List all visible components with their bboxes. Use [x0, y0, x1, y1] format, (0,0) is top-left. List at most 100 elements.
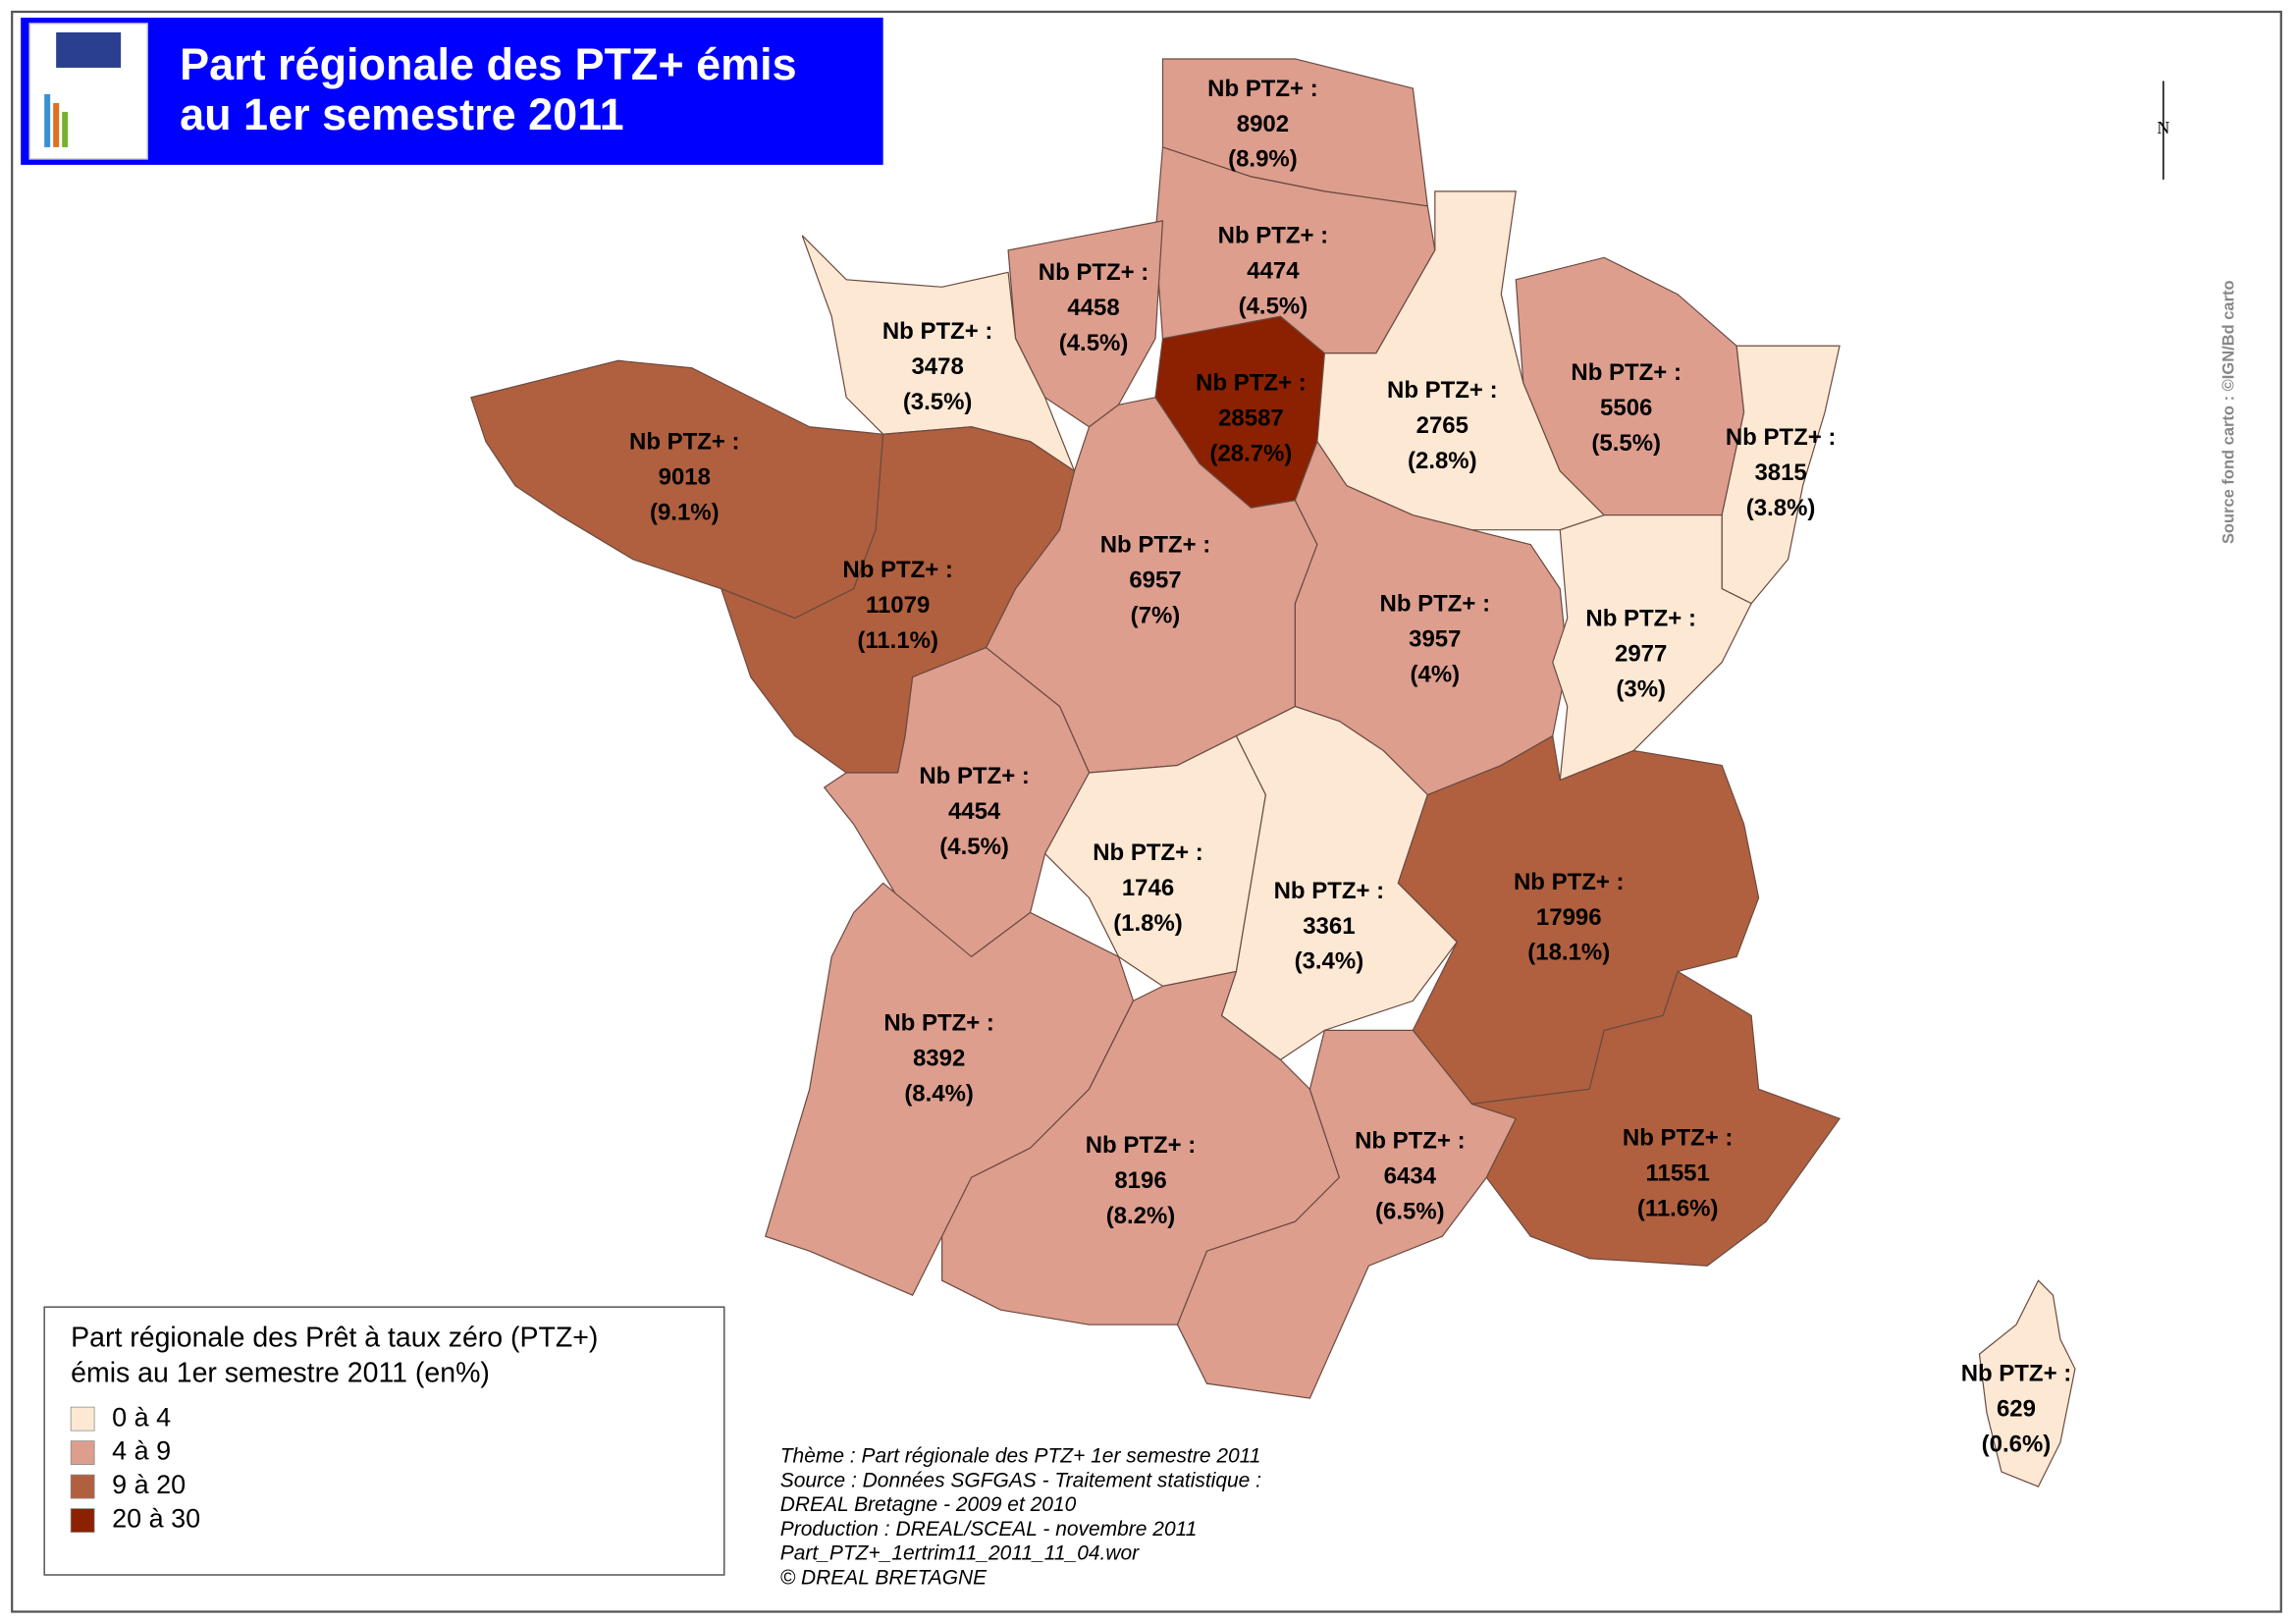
region-label: Nb PTZ+ :	[1585, 605, 1696, 631]
region-count: 6434	[1384, 1163, 1437, 1190]
region-share: (4.5%)	[1239, 294, 1308, 320]
region-label: Nb PTZ+ :	[883, 1010, 994, 1037]
logo-bar	[53, 102, 60, 147]
region-label: Nb PTZ+ :	[1571, 359, 1682, 386]
region-label: Nb PTZ+ :	[1218, 223, 1329, 249]
region-count: 2977	[1615, 640, 1667, 667]
region-share: (4.5%)	[939, 834, 1009, 860]
credits: Thème : Part régionale des PTZ+ 1er seme…	[780, 1445, 1261, 1590]
region-share: (2.8%)	[1408, 448, 1477, 474]
region-label: Nb PTZ+ :	[1100, 531, 1211, 558]
region-share: (11.6%)	[1637, 1196, 1719, 1222]
region-label: Nb PTZ+ :	[1961, 1360, 2072, 1386]
region-label: Nb PTZ+ :	[842, 557, 953, 583]
region-count: 3957	[1409, 625, 1461, 652]
region-share: (8.9%)	[1228, 146, 1298, 173]
legend-label: 0 à 4	[112, 1402, 171, 1432]
region	[1471, 970, 1842, 1267]
region-share: (4%)	[1411, 661, 1461, 687]
region	[1552, 514, 1752, 782]
region-share: (6.5%)	[1375, 1199, 1445, 1225]
region-count: 8902	[1237, 111, 1289, 137]
legend-swatch	[70, 1406, 95, 1432]
logo-mark	[56, 31, 122, 68]
region-count: 11079	[866, 592, 930, 619]
region-count: 17996	[1536, 904, 1602, 931]
credit-line: DREAL Bretagne - 2009 et 2010	[780, 1493, 1077, 1516]
region-count: 8392	[913, 1046, 965, 1072]
region-share: (0.6%)	[1982, 1431, 2052, 1457]
region	[1176, 1029, 1518, 1399]
region-share: (8.2%)	[1106, 1203, 1176, 1229]
credit-line: Thème : Part régionale des PTZ+ 1er seme…	[780, 1445, 1261, 1468]
regions	[470, 58, 2076, 1487]
region-share: (11.1%)	[857, 627, 938, 654]
region-label: Nb PTZ+ :	[1086, 1132, 1197, 1159]
region-share: (3%)	[1616, 676, 1666, 702]
region-share: (18.1%)	[1527, 940, 1610, 966]
title: au 1er semestre 2011	[180, 89, 624, 139]
credit-line: © DREAL BRETAGNE	[780, 1566, 988, 1589]
region	[1978, 1279, 2076, 1487]
region-count: 4454	[948, 798, 1001, 825]
legend-swatch	[70, 1508, 95, 1533]
region-label: Nb PTZ+ :	[1274, 878, 1385, 904]
region-count: 3361	[1303, 913, 1355, 940]
region-count: 3815	[1754, 460, 1806, 486]
north-label: N	[2157, 118, 2169, 137]
logo-bar	[62, 111, 69, 147]
region-labels: Nb PTZ+ : 8902 (8.9%) Nb PTZ+ : 4474 (4.5%) Nb…	[629, 76, 2071, 1458]
credit-line: Production : DREAL/SCEAL - novembre 2011	[780, 1518, 1198, 1541]
logo-bar	[44, 93, 51, 147]
region-count: 11551	[1646, 1161, 1710, 1187]
region-count: 9018	[659, 464, 711, 491]
region-label: Nb PTZ+ :	[1514, 869, 1625, 895]
region-share: (8.4%)	[904, 1081, 974, 1108]
legend-label: 20 à 30	[112, 1504, 200, 1534]
region-label: Nb PTZ+ :	[1355, 1128, 1466, 1155]
legend: 0 à 4 4 à 9 9 à 20 20 à 30	[70, 1402, 200, 1534]
region-count: 629	[1997, 1395, 2036, 1422]
region-share: (5.5%)	[1591, 430, 1661, 457]
region-share: (28.7%)	[1209, 441, 1292, 467]
region-share: (9.1%)	[650, 500, 720, 526]
region-count: 1746	[1122, 875, 1174, 901]
region-label: Nb PTZ+ :	[1380, 590, 1491, 617]
legend-swatch	[70, 1474, 95, 1499]
region	[1721, 345, 1841, 605]
title: Part régionale des PTZ+ émis	[180, 39, 797, 89]
side-note: Source fond carto : ©IGN/Bd carto	[2220, 280, 2238, 544]
region-share: (3.5%)	[903, 389, 973, 415]
region-label: Nb PTZ+ :	[629, 429, 740, 456]
legend-label: 9 à 20	[112, 1470, 186, 1499]
region-share: (3.8%)	[1746, 495, 1816, 521]
region	[1220, 705, 1459, 1061]
credit-line: Part_PTZ+_1ertrim11_2011_11_04.wor	[780, 1542, 1140, 1565]
region-label: Nb PTZ+ :	[1726, 424, 1837, 451]
region-count: 4474	[1247, 258, 1300, 285]
region-count: 8196	[1114, 1167, 1166, 1194]
legend-title: Part régionale des Prêt à taux zéro (PTZ…	[71, 1323, 598, 1354]
region-count: 4458	[1067, 295, 1119, 321]
region-label: Nb PTZ+ :	[1623, 1125, 1734, 1152]
region-label: Nb PTZ+ :	[1387, 377, 1498, 404]
region-count: 28587	[1218, 406, 1284, 432]
region-share: (7%)	[1131, 602, 1181, 628]
legend-title: émis au 1er semestre 2011 (en%)	[71, 1358, 490, 1389]
region	[1397, 734, 1760, 1105]
region-label: Nb PTZ+ :	[919, 763, 1030, 789]
region-count: 6957	[1129, 567, 1181, 593]
region-label: Nb PTZ+ :	[1039, 259, 1149, 286]
region-count: 5506	[1600, 395, 1652, 421]
region-count: 2765	[1416, 412, 1468, 439]
region-share: (4.5%)	[1059, 330, 1129, 356]
region-label: Nb PTZ+ :	[1207, 76, 1318, 102]
legend-label: 4 à 9	[112, 1436, 171, 1466]
credit-line: Source : Données SGFGAS - Traitement sta…	[780, 1469, 1261, 1491]
region-share: (1.8%)	[1113, 910, 1183, 937]
region-label: Nb PTZ+ :	[1093, 839, 1203, 866]
region-share: (3.4%)	[1295, 948, 1364, 975]
legend-box	[43, 1306, 725, 1576]
